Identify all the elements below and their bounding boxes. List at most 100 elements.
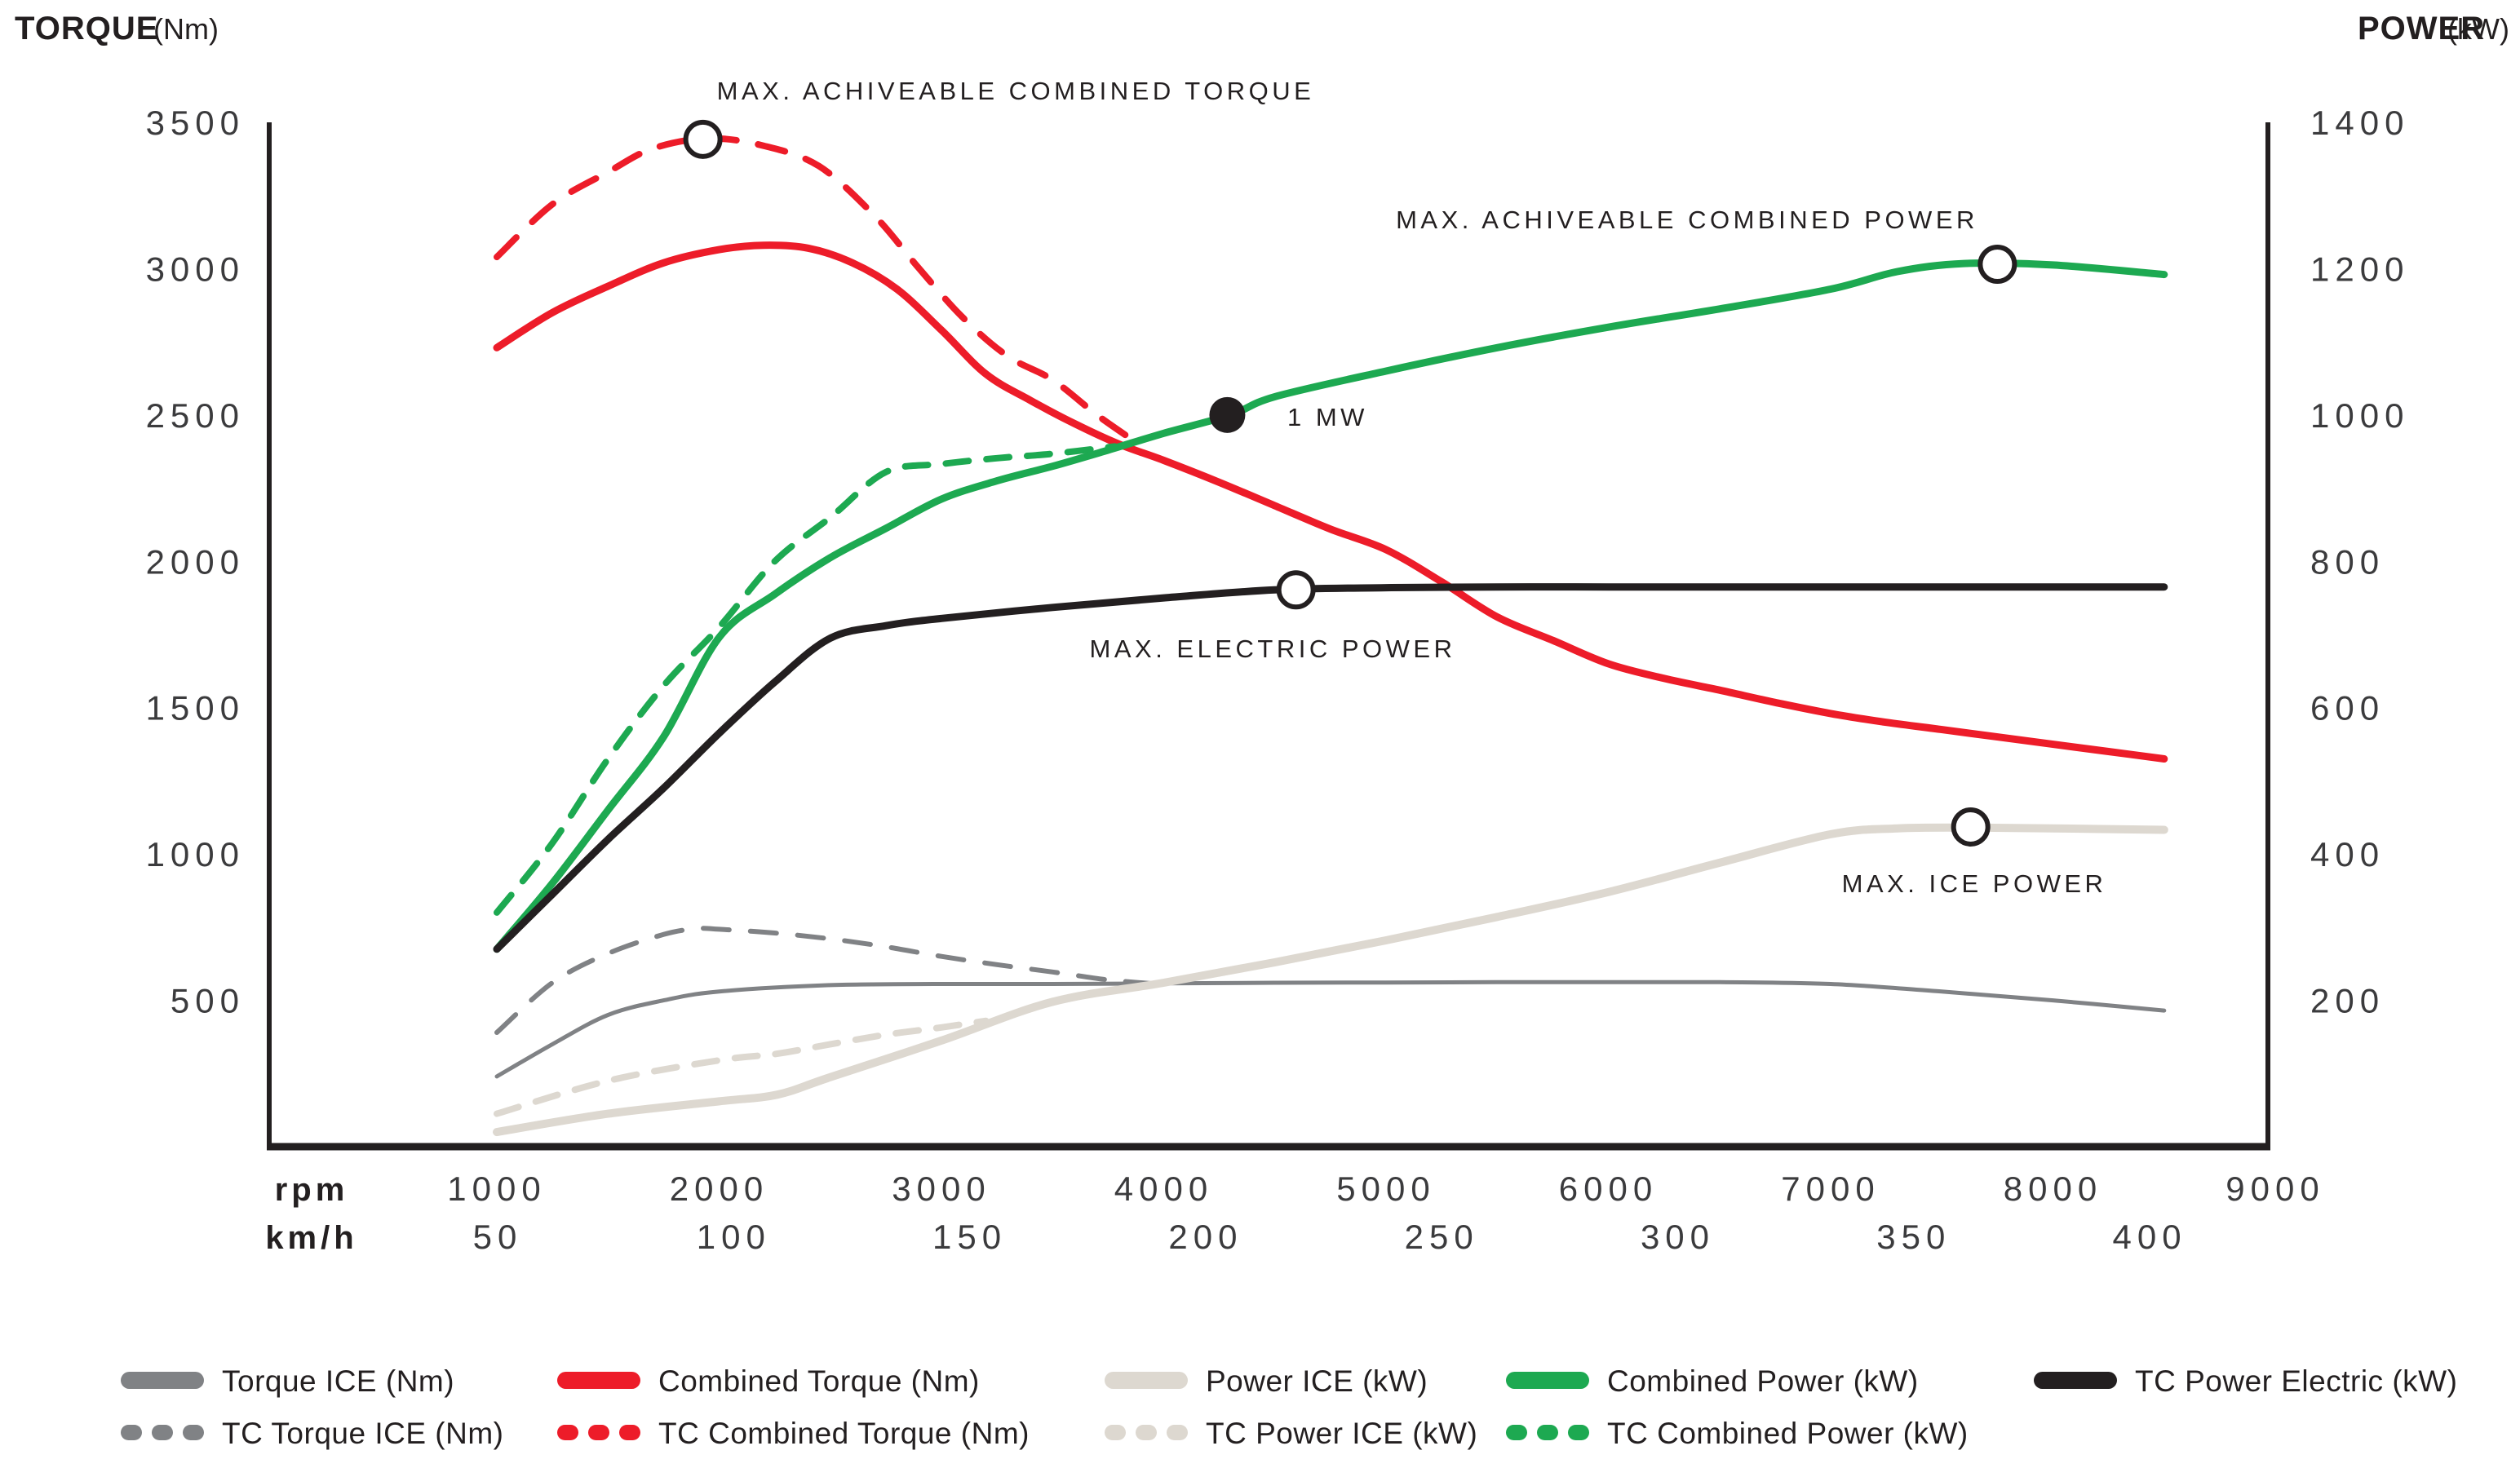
- curve-tc-power-ice: [494, 1017, 990, 1117]
- curve-tc-combined-torque: [494, 135, 1136, 444]
- torque-tick-label: 500: [171, 982, 245, 1020]
- power-tick-label: 600: [2310, 689, 2385, 727]
- legend-swatch-dash: [152, 1425, 173, 1440]
- curve-combined-power: [493, 259, 2168, 953]
- kmh-row-header: km/h: [265, 1220, 357, 1256]
- legend-item-label: Combined Power (kW): [1607, 1364, 1919, 1398]
- legend-swatch-dash: [1537, 1425, 1558, 1440]
- max-combined-power-label: MAX. ACHIVEABLE COMBINED POWER: [1396, 206, 1978, 234]
- legend-item: Power ICE (kW): [1105, 1364, 1428, 1398]
- legend-swatch-solid: [2034, 1372, 2117, 1389]
- rpm-kmh-axis-ticks: rpm km/h 1000 2000 3000 4000 5000 6000 7000 8000 9…: [265, 1170, 2324, 1256]
- legend-item: TC Combined Torque (Nm): [557, 1417, 1030, 1450]
- legend-swatch-dash: [1105, 1425, 1126, 1440]
- rpm-tick-label: 9000: [2225, 1170, 2324, 1208]
- power-tick-label: 400: [2310, 835, 2385, 873]
- max-electric-power-marker: [1276, 570, 1316, 610]
- power-axis-ticks: 1400 1200 1000 800 600 400 200: [2310, 104, 2409, 1020]
- curve-markers: [683, 119, 2017, 847]
- legend-item-label: TC Torque ICE (Nm): [222, 1417, 504, 1450]
- legend-swatch-dash: [183, 1425, 204, 1440]
- kmh-tick-label: 100: [697, 1218, 771, 1256]
- legend-swatch-dash: [1136, 1425, 1157, 1440]
- kmh-tick-label: 50: [473, 1218, 523, 1256]
- rpm-tick-label: 4000: [1114, 1170, 1213, 1208]
- legend-item: TC Power ICE (kW): [1105, 1417, 1477, 1450]
- legend-item-label: TC Power ICE (kW): [1206, 1417, 1477, 1450]
- chart-legend: Torque ICE (Nm) Combined Torque (Nm) Power…: [121, 1364, 2457, 1450]
- kmh-tick-label: 150: [932, 1218, 1007, 1256]
- curve-tc-torque-ice: [494, 926, 1155, 1035]
- power-tick-label: 200: [2310, 982, 2385, 1020]
- curve-tc-power-electric: [493, 583, 2168, 953]
- legend-item: Combined Torque (Nm): [557, 1364, 980, 1398]
- rpm-tick-label: 3000: [892, 1170, 990, 1208]
- kmh-tick-label: 400: [2113, 1218, 2187, 1256]
- rpm-tick-label: 6000: [1559, 1170, 1658, 1208]
- legend-swatch-solid: [121, 1372, 204, 1389]
- torque-tick-label: 2500: [146, 396, 245, 435]
- right-axis-title: POWER: [2358, 11, 2485, 46]
- legend-item: TC Combined Power (kW): [1506, 1417, 1969, 1450]
- legend-item: Combined Power (kW): [1506, 1364, 1919, 1398]
- curve-torque-ice: [494, 979, 2167, 1079]
- legend-swatch-solid: [557, 1372, 640, 1389]
- curve-power-ice: [493, 823, 2168, 1137]
- legend-swatch-dash: [1506, 1425, 1527, 1440]
- max-ice-power-label: MAX. ICE POWER: [1842, 869, 2107, 898]
- chart-annotations: MAX. ACHIVEABLE COMBINED TORQUE MAX. ACHI…: [717, 77, 2107, 898]
- power-tick-label: 1400: [2310, 104, 2409, 142]
- legend-swatch-dash: [588, 1425, 609, 1440]
- power-tick-label: 800: [2310, 542, 2385, 581]
- rpm-tick-label: 8000: [2004, 1170, 2102, 1208]
- power-tick-label: 1000: [2310, 396, 2409, 435]
- left-axis-title-unit: (Nm): [153, 12, 219, 46]
- torque-tick-label: 2000: [146, 542, 245, 581]
- legend-swatch-dash: [619, 1425, 640, 1440]
- kmh-tick-label: 300: [1641, 1218, 1715, 1256]
- legend-item-label: TC Power Electric (kW): [2135, 1364, 2457, 1398]
- legend-item-label: Torque ICE (Nm): [222, 1364, 454, 1398]
- kmh-tick-label: 350: [1876, 1218, 1951, 1256]
- legend-swatch-solid: [1105, 1372, 1188, 1389]
- rpm-row-header: rpm: [275, 1172, 349, 1208]
- left-axis-title: TORQUE: [15, 11, 158, 46]
- torque-tick-label: 1500: [146, 689, 245, 727]
- max-electric-power-label: MAX. ELECTRIC POWER: [1090, 635, 1456, 663]
- torque-tick-label: 3500: [146, 104, 245, 142]
- curve-tc-combined-power: [494, 443, 1118, 916]
- kmh-tick-label: 250: [1405, 1218, 1479, 1256]
- rpm-tick-label: 7000: [1781, 1170, 1880, 1208]
- max-combined-torque-marker: [683, 119, 723, 159]
- max-combined-power-marker: [1977, 245, 2017, 285]
- curve-series: [493, 135, 2168, 1137]
- rpm-tick-label: 1000: [447, 1170, 546, 1208]
- legend-swatch-solid: [1506, 1372, 1589, 1389]
- legend-swatch-dash: [1568, 1425, 1589, 1440]
- legend-item-label: Combined Torque (Nm): [658, 1364, 980, 1398]
- torque-axis-ticks: 3500 3000 2500 2000 1500 1000 500: [146, 104, 245, 1020]
- legend-item: TC Torque ICE (Nm): [121, 1417, 504, 1450]
- legend-item-label: Power ICE (kW): [1206, 1364, 1428, 1398]
- torque-tick-label: 1000: [146, 835, 245, 873]
- one-mw-label: 1 MW: [1287, 403, 1368, 431]
- legend-swatch-dash: [557, 1425, 578, 1440]
- curve-combined-torque: [493, 241, 2168, 763]
- rpm-tick-label: 5000: [1336, 1170, 1435, 1208]
- legend-item: TC Power Electric (kW): [2034, 1364, 2457, 1398]
- one-mw-marker: [1209, 396, 1246, 433]
- legend-item: Torque ICE (Nm): [121, 1364, 454, 1398]
- torque-tick-label: 3000: [146, 250, 245, 288]
- legend-item-label: TC Combined Torque (Nm): [658, 1417, 1030, 1450]
- legend-swatch-dash: [121, 1425, 142, 1440]
- legend-item-label: TC Combined Power (kW): [1607, 1417, 1969, 1450]
- max-ice-power-marker: [1951, 807, 1991, 847]
- legend-swatch-dash: [1167, 1425, 1188, 1440]
- right-axis-title-unit: (kW): [2447, 12, 2509, 46]
- max-combined-torque-label: MAX. ACHIVEABLE COMBINED TORQUE: [717, 77, 1315, 105]
- power-tick-label: 1200: [2310, 250, 2409, 288]
- kmh-tick-label: 200: [1168, 1218, 1242, 1256]
- rpm-tick-label: 2000: [670, 1170, 768, 1208]
